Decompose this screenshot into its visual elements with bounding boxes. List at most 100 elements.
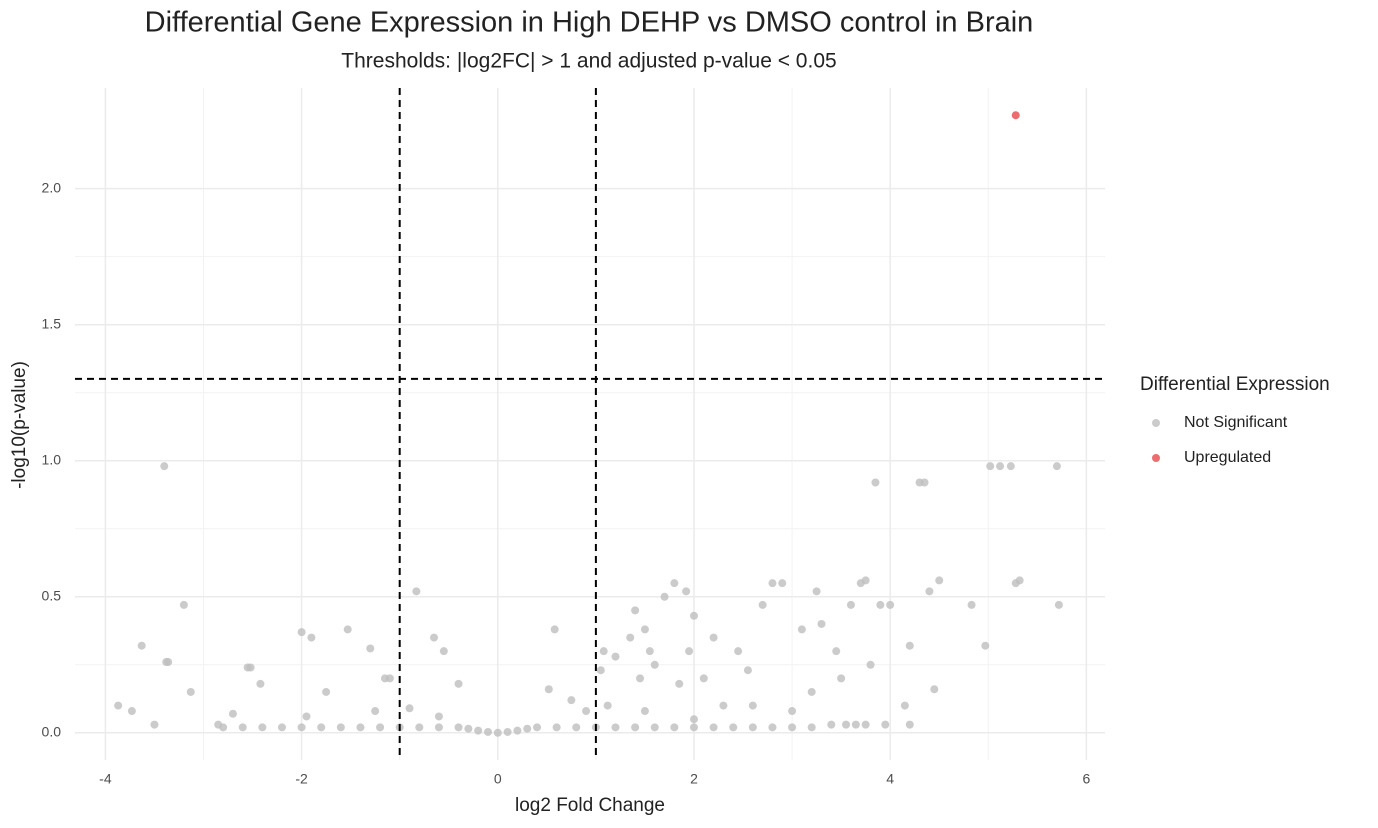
point — [256, 679, 265, 688]
legend-title: Differential Expression — [1140, 374, 1330, 395]
point — [837, 674, 846, 683]
point — [842, 720, 851, 729]
point — [832, 647, 841, 656]
point — [1006, 462, 1015, 471]
legend-marker — [1152, 454, 1160, 462]
point — [768, 579, 777, 588]
point — [682, 587, 691, 596]
point — [660, 592, 669, 601]
point — [493, 728, 502, 737]
point — [905, 641, 914, 650]
x-tick-label: -2 — [295, 771, 308, 787]
point — [430, 633, 439, 642]
point — [846, 600, 855, 609]
point — [307, 633, 316, 642]
point — [1011, 111, 1020, 120]
x-tick-label: 0 — [494, 771, 502, 787]
point — [788, 707, 797, 716]
point — [503, 727, 512, 736]
point — [758, 600, 767, 609]
point — [871, 478, 880, 487]
point — [986, 462, 995, 471]
point — [812, 587, 821, 596]
point — [920, 478, 929, 487]
point — [474, 726, 483, 735]
point — [186, 687, 195, 696]
point — [636, 674, 645, 683]
point — [356, 723, 365, 732]
point — [640, 707, 649, 716]
point — [967, 600, 976, 609]
legend-label: Upregulated — [1184, 449, 1271, 466]
point — [434, 723, 443, 732]
point — [164, 658, 173, 667]
point — [317, 723, 326, 732]
y-tick-label: 2.0 — [42, 179, 62, 195]
point — [434, 712, 443, 721]
point — [611, 723, 620, 732]
point — [533, 723, 542, 732]
point — [631, 723, 640, 732]
point — [127, 707, 136, 716]
point — [582, 707, 591, 716]
y-tick-label: 1.0 — [42, 451, 62, 467]
point — [699, 674, 708, 683]
point — [1052, 462, 1061, 471]
point — [881, 720, 890, 729]
point — [743, 666, 752, 675]
point — [114, 701, 123, 710]
x-tick-label: -4 — [99, 771, 112, 787]
point — [603, 701, 612, 710]
grid — [75, 88, 1105, 760]
point — [371, 707, 380, 716]
point — [876, 600, 885, 609]
point — [1015, 576, 1024, 585]
point — [297, 628, 306, 637]
point — [464, 724, 473, 733]
point — [1054, 600, 1063, 609]
point — [302, 712, 311, 721]
point — [336, 723, 345, 732]
point — [778, 579, 787, 588]
point — [734, 647, 743, 656]
point — [685, 647, 694, 656]
point — [567, 696, 576, 705]
point — [544, 685, 553, 694]
point — [297, 723, 306, 732]
point — [900, 701, 909, 710]
point — [412, 587, 421, 596]
point — [137, 641, 146, 650]
point — [650, 660, 659, 669]
y-tick-label: 0.0 — [42, 723, 62, 739]
point — [322, 687, 331, 696]
y-tick-label: 1.5 — [42, 315, 62, 331]
x-axis-label: log2 Fold Change — [515, 795, 665, 816]
point — [179, 600, 188, 609]
point — [513, 726, 522, 735]
point — [160, 462, 169, 471]
legend-marker — [1152, 419, 1160, 427]
point — [925, 587, 934, 596]
point — [675, 679, 684, 688]
point — [246, 663, 255, 672]
point — [523, 724, 532, 733]
point — [572, 723, 581, 732]
point — [366, 644, 375, 653]
chart-subtitle: Thresholds: |log2FC| > 1 and adjusted p-… — [341, 50, 836, 73]
point — [689, 611, 698, 620]
point — [640, 625, 649, 634]
point — [631, 606, 640, 615]
point — [670, 723, 679, 732]
point — [415, 723, 424, 732]
point — [611, 652, 620, 661]
y-tick-label: 0.5 — [42, 587, 62, 603]
point — [689, 723, 698, 732]
chart-title: Differential Gene Expression in High DEH… — [145, 7, 1034, 39]
point — [238, 723, 247, 732]
y-axis-label: -log10(p-value) — [9, 361, 30, 489]
point — [343, 625, 352, 634]
point — [439, 647, 448, 656]
point — [552, 723, 561, 732]
point — [483, 727, 492, 736]
point — [797, 625, 806, 634]
